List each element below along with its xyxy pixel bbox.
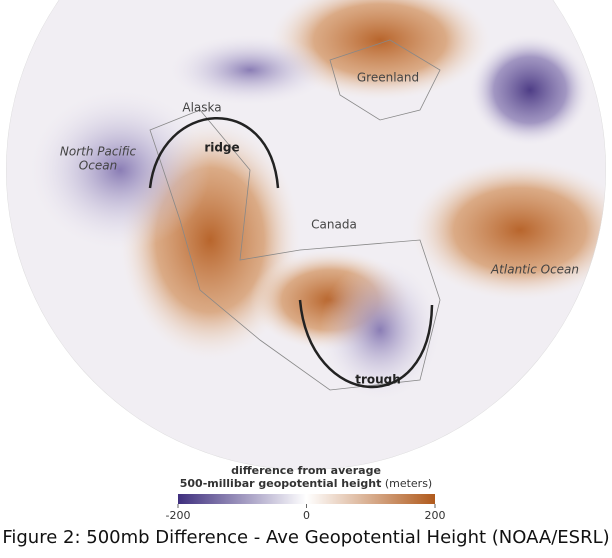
colorbar-tick-label: 0 xyxy=(303,509,310,522)
ridge-arc xyxy=(148,117,280,189)
ridge-label: ridge xyxy=(204,141,239,155)
colorbar-tick-label: -200 xyxy=(166,509,191,522)
colorbar-tick-label: 200 xyxy=(425,509,446,522)
place-label: Alaska xyxy=(182,101,221,115)
colorbar xyxy=(178,494,435,504)
trough-label: trough xyxy=(355,373,401,387)
legend-subtitle-text: 500-millibar geopotential height xyxy=(180,477,382,490)
legend-title: difference from average xyxy=(231,464,381,477)
place-label: Greenland xyxy=(357,71,419,85)
place-label: Atlantic Ocean xyxy=(490,263,579,277)
legend-subtitle: 500-millibar geopotential height (meters… xyxy=(180,477,432,490)
place-label: North Pacific xyxy=(60,145,137,159)
legend-unit: (meters) xyxy=(385,477,432,490)
place-label: Ocean xyxy=(79,159,117,173)
caption: Figure 2: 500mb Difference - Ave Geopote… xyxy=(2,527,609,548)
place-label: Canada xyxy=(311,218,357,232)
globe xyxy=(6,0,606,470)
trough-arc xyxy=(298,299,434,389)
